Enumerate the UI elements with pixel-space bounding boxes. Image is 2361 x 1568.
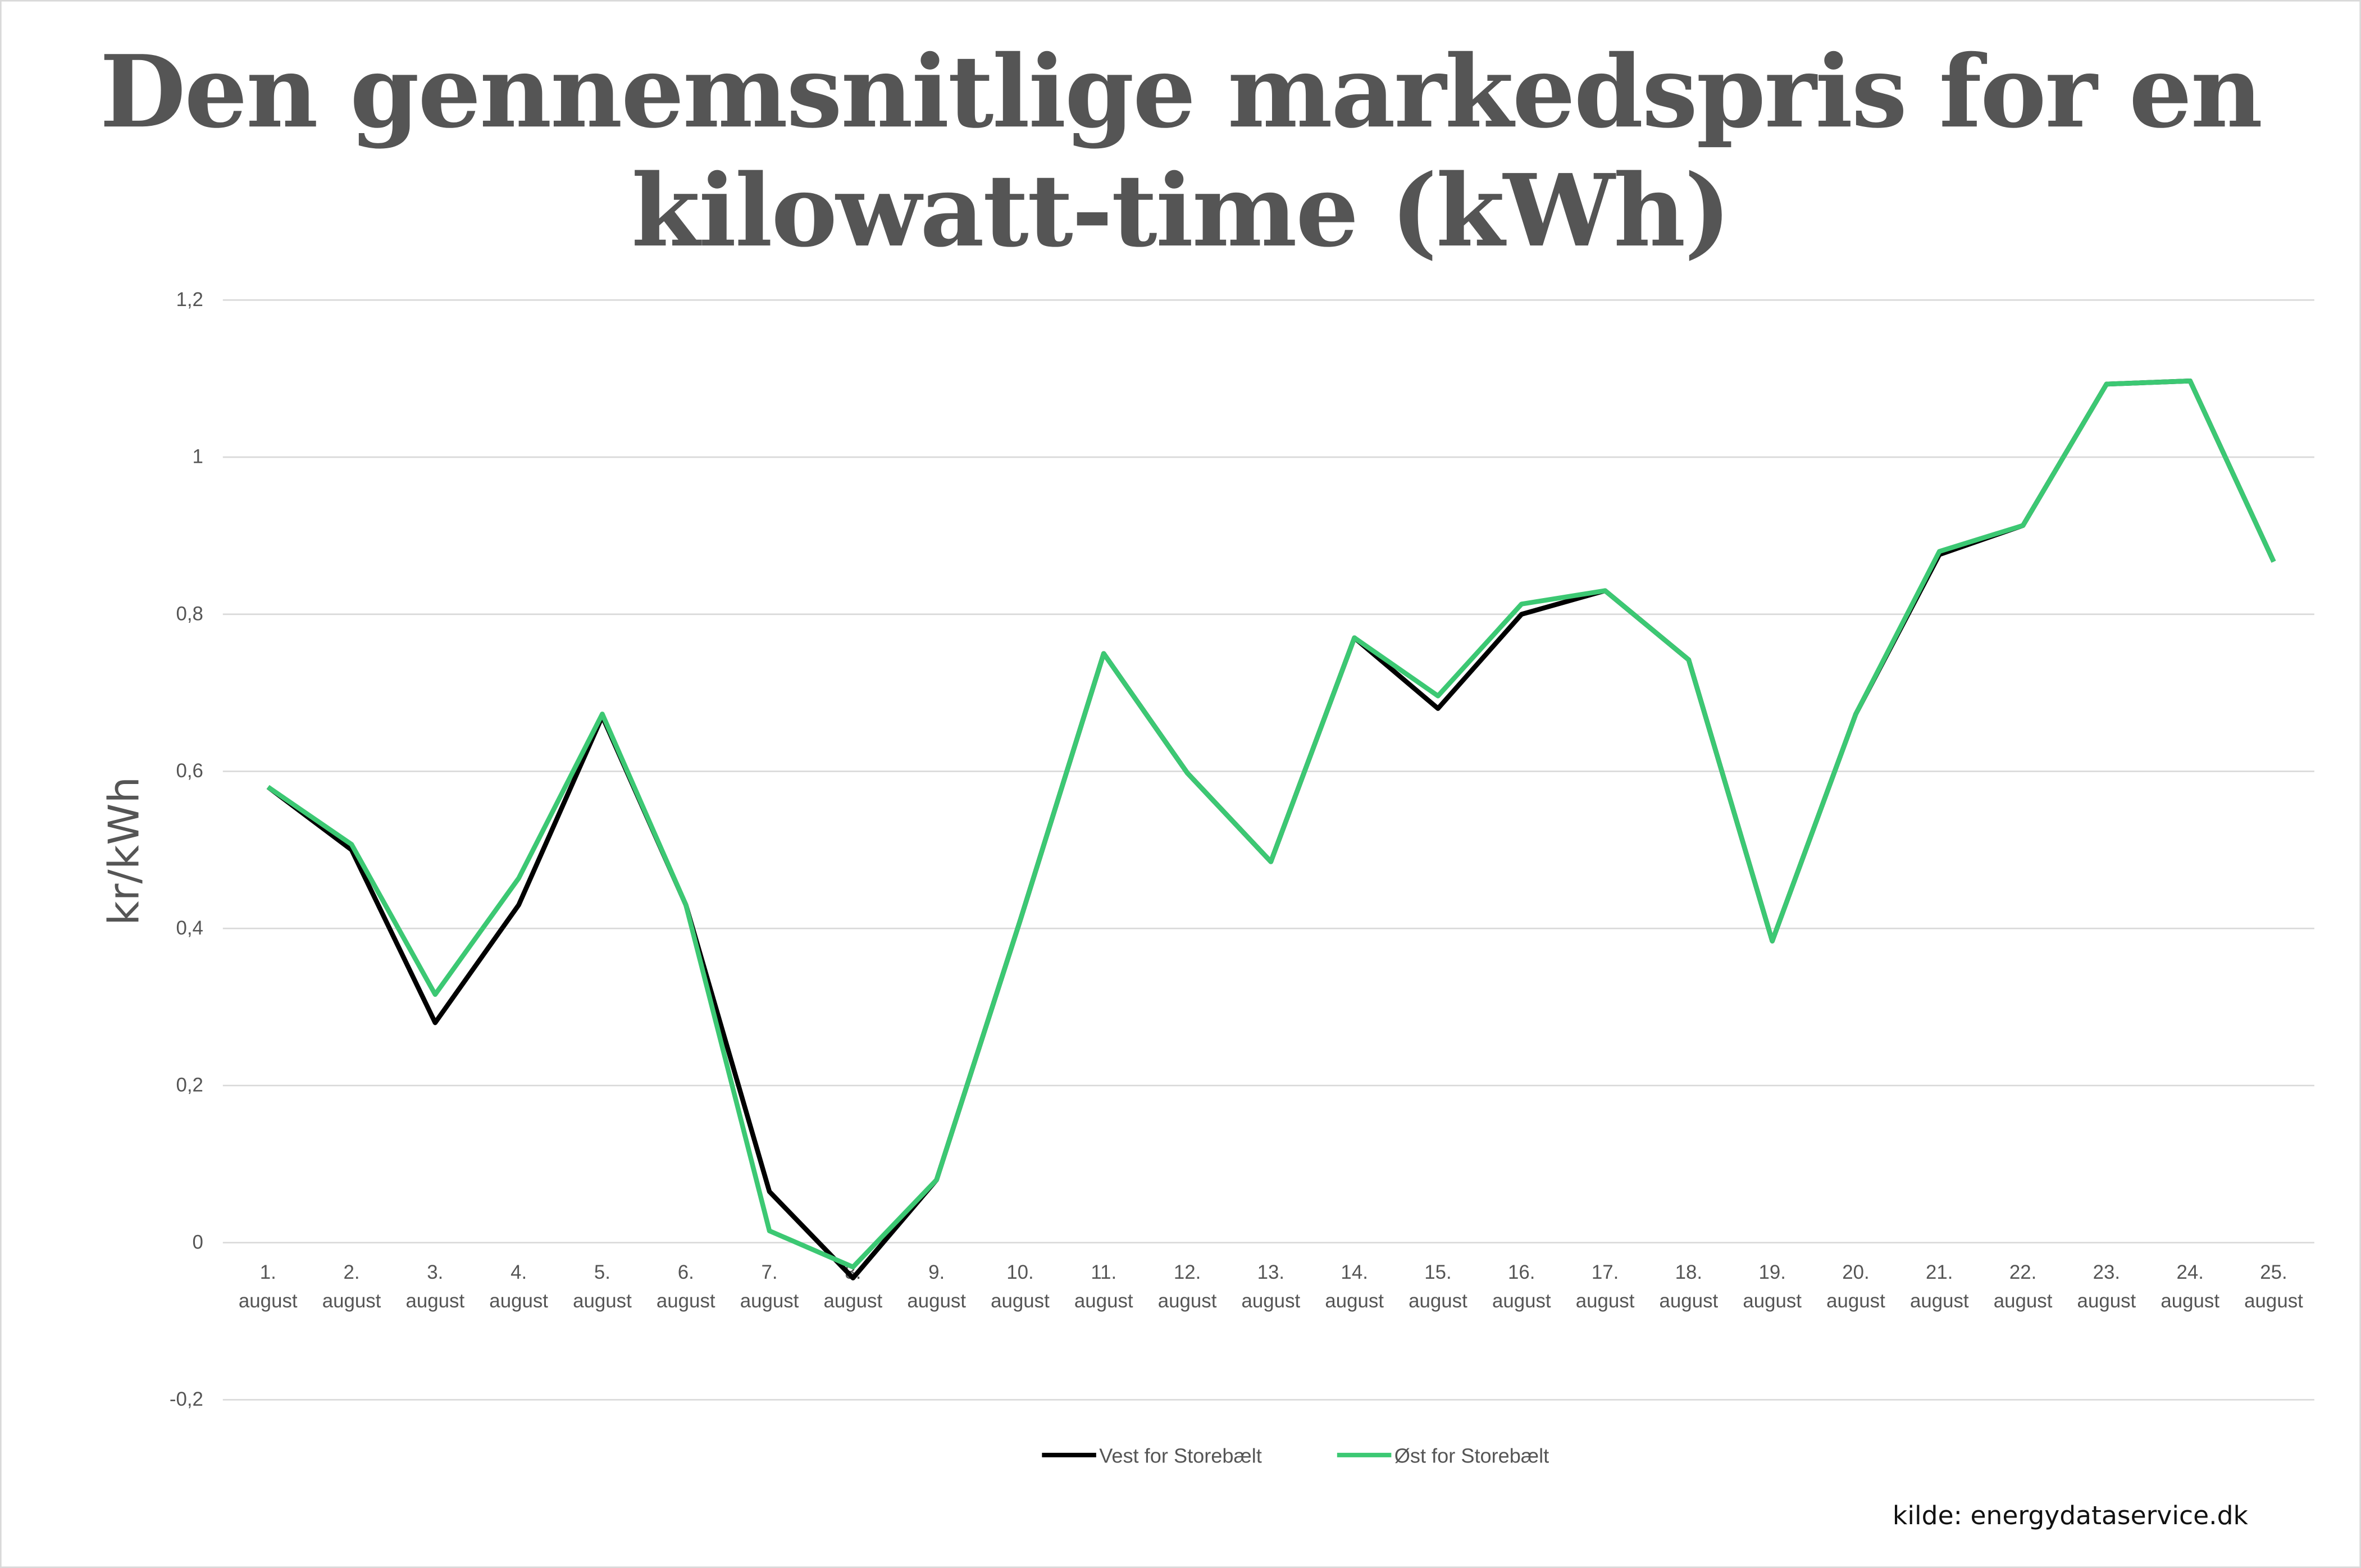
x-tick-label: august — [489, 1290, 548, 1312]
x-tick-label: august — [740, 1290, 799, 1312]
x-tick-label: august — [907, 1290, 966, 1312]
x-tick-label: 13. — [1257, 1261, 1284, 1283]
data-point — [435, 994, 436, 995]
x-tick-label: august — [1409, 1290, 1467, 1312]
y-tick-label: 0,8 — [176, 603, 203, 625]
source-note: kilde: energydataservice.dk — [1893, 1501, 2249, 1530]
x-tick-label: august — [2077, 1290, 2136, 1312]
y-tick-label: 1 — [193, 446, 203, 468]
x-tick-label: august — [573, 1290, 632, 1312]
x-tick-label: august — [1743, 1290, 1802, 1312]
x-tick-label: 12. — [1174, 1261, 1201, 1283]
x-tick-label: august — [1242, 1290, 1301, 1312]
x-tick-label: august — [2161, 1290, 2219, 1312]
x-tick-label: august — [657, 1290, 715, 1312]
x-tick-label: 5. — [594, 1261, 610, 1283]
data-point — [769, 1230, 770, 1231]
x-tick-label: 24. — [2176, 1261, 2203, 1283]
x-tick-label: august — [1910, 1290, 1969, 1312]
y-tick-label: 0,4 — [176, 917, 203, 939]
x-tick-label: august — [2244, 1290, 2303, 1312]
x-tick-label: 16. — [1508, 1261, 1535, 1283]
data-point — [1354, 637, 1355, 638]
x-tick-label: august — [1074, 1290, 1133, 1312]
x-tick-label: 20. — [1842, 1261, 1869, 1283]
x-tick-label: august — [239, 1290, 298, 1312]
x-tick-label: 4. — [511, 1261, 527, 1283]
x-tick-label: 10. — [1006, 1261, 1033, 1283]
chart-title-line-1: Den gennemsnitlige markedspris for en — [99, 33, 2261, 150]
x-tick-label: 2. — [344, 1261, 360, 1283]
x-tick-label: 15. — [1424, 1261, 1451, 1283]
x-tick-label: 21. — [1926, 1261, 1953, 1283]
y-tick-label: 1,2 — [176, 289, 203, 311]
x-tick-label: august — [1576, 1290, 1635, 1312]
y-axis-label: kr/kWh — [99, 777, 149, 926]
x-tick-label: 1. — [260, 1261, 276, 1283]
x-tick-label: 18. — [1675, 1261, 1702, 1283]
x-tick-label: 23. — [2093, 1261, 2120, 1283]
legend: Vest for Storebælt Øst for Storebælt — [1042, 1444, 1549, 1467]
chart-title-line-2: kilowatt-time (kWh) — [631, 152, 1730, 269]
x-tick-label: 11. — [1091, 1261, 1116, 1283]
x-tick-label: 14. — [1341, 1261, 1368, 1283]
x-tick-label: august — [1158, 1290, 1217, 1312]
x-tick-label: 6. — [678, 1261, 694, 1283]
y-tick-label: -0,2 — [170, 1388, 203, 1410]
x-tick-label: august — [1325, 1290, 1384, 1312]
x-tick-label: august — [991, 1290, 1050, 1312]
data-point — [853, 1266, 854, 1268]
x-tick-label: 25. — [2260, 1261, 2287, 1283]
x-tick-label: august — [1826, 1290, 1885, 1312]
data-point — [769, 1191, 770, 1192]
data-point — [1939, 551, 1940, 552]
x-tick-label: 17. — [1592, 1261, 1619, 1283]
x-tick-label: august — [406, 1290, 465, 1312]
x-tick-label: 7. — [762, 1261, 778, 1283]
x-tick-label: august — [1994, 1290, 2053, 1312]
x-tick-label: 19. — [1758, 1261, 1785, 1283]
x-tick-label: august — [1660, 1290, 1719, 1312]
x-tick-label: 9. — [928, 1261, 945, 1283]
x-tick-label: 22. — [2009, 1261, 2036, 1283]
x-tick-label: august — [824, 1290, 883, 1312]
y-tick-label: 0 — [193, 1231, 203, 1253]
x-tick-label: 3. — [427, 1261, 443, 1283]
legend-label-vest: Vest for Storebælt — [1099, 1444, 1262, 1467]
legend-label-ost: Øst for Storebælt — [1394, 1444, 1549, 1467]
x-tick-label: august — [322, 1290, 381, 1312]
x-tick-label: august — [1492, 1290, 1551, 1312]
y-tick-label: 0,2 — [176, 1074, 203, 1096]
y-tick-label: 0,6 — [176, 760, 203, 782]
